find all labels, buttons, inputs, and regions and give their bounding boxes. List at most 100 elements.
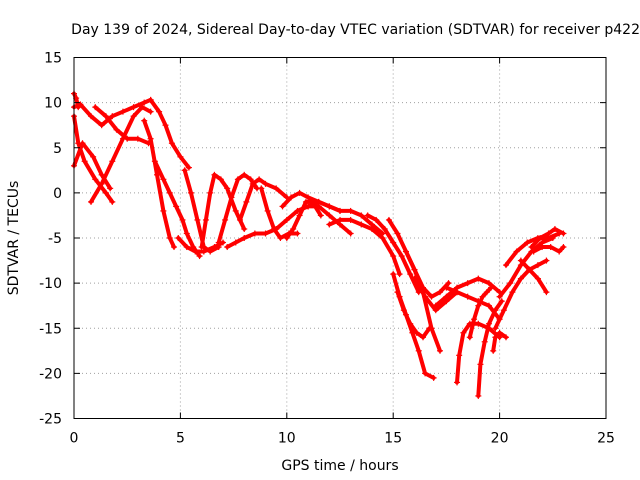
data-point — [262, 230, 269, 237]
data-point — [547, 244, 554, 251]
data-point — [256, 176, 263, 183]
data-point — [428, 293, 435, 300]
data-point — [347, 216, 354, 223]
data-point — [247, 176, 254, 183]
data-point — [107, 185, 114, 192]
series-sat-ae — [475, 298, 505, 399]
data-point — [326, 203, 333, 210]
series-line — [476, 299, 504, 398]
series-line — [444, 285, 502, 322]
series-sat-ak — [517, 257, 550, 296]
x-tick-label: 25 — [597, 431, 615, 447]
data-point — [98, 180, 105, 187]
y-tick-label: -5 — [48, 231, 62, 247]
axis-ticks — [73, 57, 607, 419]
data-point — [183, 230, 190, 237]
data-point — [188, 189, 195, 196]
data-point — [485, 320, 492, 327]
series-sat-t — [326, 216, 403, 278]
data-point — [81, 158, 88, 165]
data-point — [445, 280, 452, 287]
data-point — [147, 135, 154, 142]
data-point — [407, 320, 414, 327]
series-sat-am — [71, 90, 82, 111]
data-point — [139, 104, 146, 111]
data-point — [430, 374, 437, 381]
series-line — [142, 118, 176, 249]
data-point — [141, 117, 148, 124]
data-point — [492, 307, 499, 314]
series-sat-g — [141, 117, 178, 251]
series-line — [395, 290, 432, 340]
data-point — [490, 347, 497, 354]
data-point — [75, 104, 82, 111]
data-point — [251, 230, 258, 237]
data-point — [141, 99, 148, 106]
data-point — [88, 198, 95, 205]
data-point — [379, 235, 386, 241]
data-point — [347, 230, 354, 237]
data-point — [337, 207, 343, 214]
data-point — [183, 244, 190, 251]
data-point — [166, 235, 173, 241]
x-tick-label: 15 — [384, 431, 402, 447]
data-point — [422, 293, 429, 300]
data-point — [296, 212, 303, 219]
x-tick-labels: 0 5 10 15 20 25 — [70, 431, 615, 447]
data-point — [168, 140, 175, 147]
series-sat-s — [305, 198, 386, 237]
data-point — [530, 248, 537, 255]
series-line — [182, 168, 221, 254]
data-point — [217, 176, 224, 183]
data-point — [358, 212, 365, 219]
data-point — [394, 289, 401, 296]
data-point — [466, 334, 473, 341]
data-point — [196, 253, 203, 260]
data-point — [390, 253, 397, 260]
data-point — [545, 230, 552, 237]
data-point — [560, 244, 567, 251]
data-point — [202, 216, 209, 223]
data-point — [228, 194, 235, 201]
data-point — [234, 176, 241, 183]
data-point — [294, 207, 301, 214]
series-line — [491, 330, 508, 353]
data-point — [288, 194, 295, 201]
data-point — [534, 262, 541, 269]
y-tick-label: -15 — [39, 321, 62, 337]
data-point — [437, 289, 444, 296]
y-tick-label: 0 — [53, 186, 62, 202]
data-point — [502, 262, 509, 269]
data-point — [147, 108, 154, 115]
data-point — [539, 244, 546, 251]
data-point — [498, 298, 505, 305]
data-point — [241, 225, 248, 232]
data-point — [543, 257, 550, 264]
data-point — [134, 135, 141, 142]
data-point — [460, 329, 467, 336]
data-point — [411, 275, 418, 282]
data-point — [283, 216, 290, 223]
data-point — [528, 244, 535, 251]
series-line — [225, 227, 279, 249]
data-point — [500, 307, 507, 314]
series-sat-h — [151, 158, 203, 260]
x-tick-label: 0 — [70, 431, 79, 447]
series-line — [93, 105, 151, 146]
data-point — [411, 266, 418, 273]
data-point — [422, 370, 429, 377]
data-point — [396, 271, 403, 278]
data-point — [537, 235, 544, 241]
data-point — [279, 203, 286, 210]
data-point — [290, 225, 297, 232]
data-point — [79, 140, 86, 147]
data-point — [464, 293, 471, 300]
data-point — [415, 347, 422, 354]
series-line — [148, 97, 191, 170]
data-point — [475, 320, 482, 327]
data-point — [483, 289, 490, 296]
series-sat-al — [530, 244, 567, 255]
series-line — [504, 231, 562, 268]
y-axis-label: SDTVAR / TECUs — [6, 181, 22, 296]
data-point — [249, 180, 256, 187]
